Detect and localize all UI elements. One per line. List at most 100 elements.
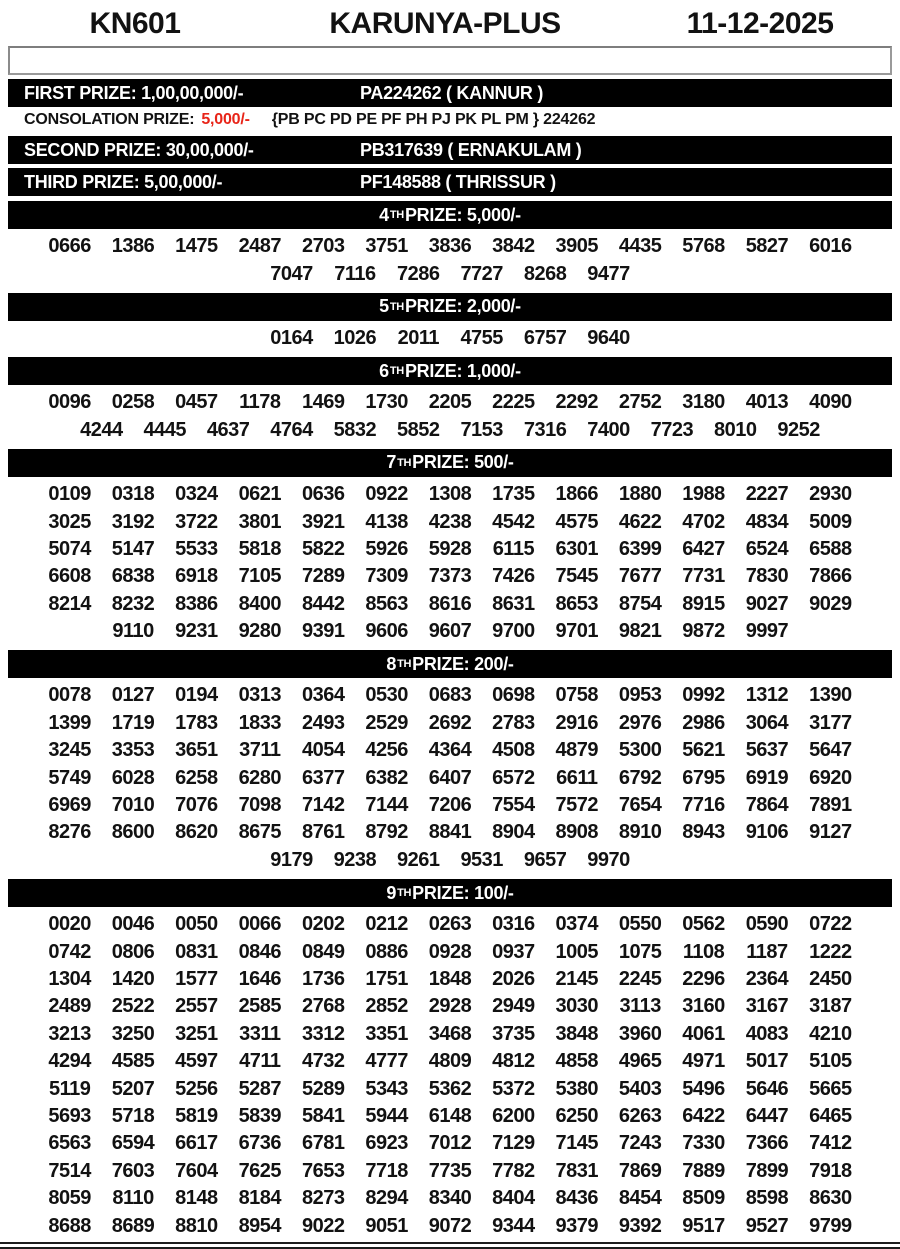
- prize-number: 3167: [745, 995, 789, 1018]
- prize-number: 7604: [175, 1159, 218, 1182]
- prize-number: 1178: [239, 391, 281, 414]
- prize-section-header: 4 TH PRIZE: 5,000/-: [8, 201, 892, 229]
- prize-number: 3213: [48, 1022, 91, 1045]
- prize-number: 0127: [111, 684, 155, 707]
- prize-number: 5839: [238, 1104, 282, 1127]
- prize-number: 3801: [238, 510, 282, 533]
- prize-number: 8904: [492, 821, 535, 844]
- prize-number: 0318: [111, 483, 155, 506]
- prize-number-row: 1304 1420 1577 1646 1736 1751 1848 2026 2145 2245…: [0, 966, 900, 993]
- prize-number: 6280: [238, 766, 282, 789]
- prize-number: 0937: [492, 940, 535, 963]
- prize-number: 2928: [428, 995, 472, 1018]
- prize-number: 9231: [175, 620, 218, 643]
- prize-number: 6465: [809, 1104, 852, 1127]
- prize-number: 0886: [365, 940, 408, 963]
- prize-number: 6918: [175, 565, 218, 588]
- prize-section: 9 TH PRIZE: 100/- 0020 0046 0050 0066 0202 0212…: [0, 879, 900, 1240]
- prize-number: 4061: [682, 1022, 725, 1045]
- prize-number: 7782: [492, 1159, 535, 1182]
- lottery-name: KARUNYA-PLUS: [329, 7, 561, 40]
- prize-number: 2489: [48, 995, 91, 1018]
- prize-number: 4364: [428, 739, 472, 762]
- prize-number: 4575: [555, 510, 599, 533]
- prize-number-row: 0164 1026 2011 4755 6757 9640: [0, 325, 900, 352]
- prize-number: 8184: [238, 1187, 282, 1210]
- prize-number: 7735: [428, 1159, 472, 1182]
- prize-number: 3250: [111, 1022, 155, 1045]
- prize-number: 6301: [555, 537, 599, 560]
- prize-number: 7727: [460, 262, 503, 285]
- prize-number: 7316: [523, 418, 567, 441]
- prize-number-row: 4244 4445 4637 4764 5832 5852 7153 7316 7400 7723…: [0, 417, 900, 444]
- prize-number: 3836: [428, 235, 472, 258]
- prize-number: 3351: [365, 1022, 408, 1045]
- prize-number: 8110: [112, 1187, 154, 1210]
- prize-number: 5621: [682, 739, 725, 762]
- prize-number: 4702: [682, 510, 725, 533]
- prize-number-row: 8214 8232 8386 8400 8442 8563 8616 8631 8653 8754…: [0, 591, 900, 618]
- prize-number: 8436: [555, 1187, 599, 1210]
- prize-number: 6838: [111, 565, 155, 588]
- prize-number: 9127: [809, 821, 852, 844]
- prize-number: 5841: [301, 1104, 345, 1127]
- prize-number: 8454: [618, 1187, 662, 1210]
- prize-number: 4732: [301, 1050, 345, 1073]
- prize-number: 8616: [428, 592, 472, 615]
- prize-number: 8059: [48, 1187, 91, 1210]
- prize-number: 6792: [618, 766, 662, 789]
- prize-number: 9280: [238, 620, 282, 643]
- prize-number: 4858: [555, 1050, 599, 1073]
- prize-number: 4637: [206, 418, 250, 441]
- prize-number: 6617: [175, 1132, 218, 1155]
- prize-number: 9110: [112, 620, 154, 643]
- prize-number: 5256: [175, 1077, 218, 1100]
- prize-number: 9700: [492, 620, 535, 643]
- prize-number: 7129: [492, 1132, 535, 1155]
- prize-number: 0316: [492, 913, 535, 936]
- prize-number-row: 8276 8600 8620 8675 8761 8792 8841 8904 8908 8910…: [0, 819, 900, 846]
- prize-number: 5665: [809, 1077, 852, 1100]
- prize-number: 7831: [555, 1159, 599, 1182]
- prize-number: 5119: [48, 1077, 91, 1100]
- prize-number: 7309: [365, 565, 408, 588]
- prize-number: 3180: [682, 391, 725, 414]
- prize-number: 6572: [492, 766, 535, 789]
- prize-number: 0953: [618, 684, 662, 707]
- prize-number: 0590: [745, 913, 789, 936]
- consolation-series: {PB PC PD PE PF PH PJ PK PL PM } 224262: [271, 111, 596, 128]
- prize-number: 0922: [365, 483, 408, 506]
- consolation-row: CONSOLATION PRIZE: 5,000/- {PB PC PD PE …: [8, 111, 892, 129]
- prize-number: 5147: [111, 537, 155, 560]
- prize-number: 8400: [238, 592, 282, 615]
- prize-number: 8276: [48, 821, 91, 844]
- prize-number-row: 5074 5147 5533 5818 5822 5926 5928 6115 6301 6399…: [0, 536, 900, 563]
- prize-number: 2976: [618, 711, 662, 734]
- prize-number: 6795: [682, 766, 725, 789]
- prize-number: 8631: [492, 592, 535, 615]
- prize-number: 5362: [428, 1077, 472, 1100]
- prize-number: 3113: [619, 995, 661, 1018]
- prize-number: 3245: [48, 739, 91, 762]
- prize-number: 6115: [492, 537, 535, 560]
- prize-number: 7572: [555, 794, 599, 817]
- prize-number: 5343: [365, 1077, 408, 1100]
- prize-number-row: 3213 3250 3251 3311 3312 3351 3468 3735 3848 3960…: [0, 1021, 900, 1048]
- prize-number: 0078: [48, 684, 91, 707]
- prize-number: 0324: [175, 483, 218, 506]
- prize-number: 9531: [460, 848, 503, 871]
- prize-number: 7400: [587, 418, 630, 441]
- second-prize-label: SECOND PRIZE: 30,00,000/-: [24, 139, 254, 160]
- prize-number: 1469: [301, 391, 345, 414]
- prize-number: 8148: [175, 1187, 218, 1210]
- prize-number: 3192: [111, 510, 155, 533]
- prize-number: 1751: [365, 968, 408, 990]
- prize-number-row: 0109 0318 0324 0621 0636 0922 1308 1735 1866 1880…: [0, 481, 900, 508]
- prize-number: 8232: [111, 592, 155, 615]
- prize-number: 5017: [745, 1050, 789, 1073]
- prize-number: 4210: [809, 1022, 852, 1045]
- prize-number: 5300: [618, 739, 662, 762]
- bottom-divider: [0, 1241, 900, 1249]
- prize-number: 8908: [555, 821, 599, 844]
- prize-number: 3187: [809, 995, 852, 1018]
